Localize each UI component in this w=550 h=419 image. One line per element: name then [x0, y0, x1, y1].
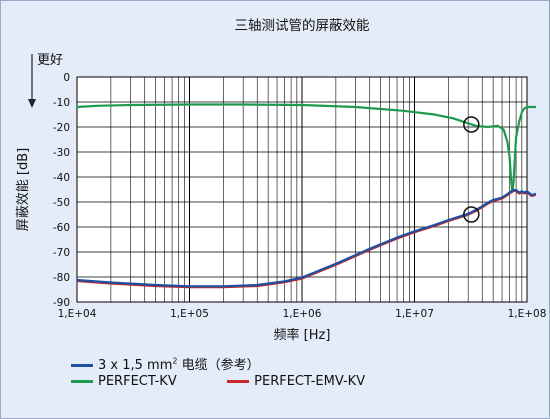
legend-label-perfect-emv-kv: PERFECT-EMV-KV [254, 374, 366, 389]
highlight-circle [463, 206, 480, 223]
series-line-3-x-1-5-mm [76, 188, 537, 288]
plot-border [76, 76, 528, 303]
legend-row-2: PERFECT-KV PERFECT-EMV-KV [71, 374, 365, 389]
x-tick-label: 1,E+04 [58, 308, 97, 320]
y-tick-label: -60 [53, 222, 70, 234]
series-line-perfect-kv [76, 103, 536, 194]
legend-swatch-perfect-kv [71, 380, 93, 383]
better-arrow-head [28, 99, 36, 108]
legend-item-reference-cable: 3 x 1,5 mm2 电缆（参考） [71, 354, 260, 373]
y-tick-label: -70 [53, 247, 70, 259]
better-label: 更好 [37, 53, 63, 68]
y-tick-label: -80 [53, 272, 70, 284]
y-tick-label: -20 [53, 122, 70, 134]
legend-label-reference-sup: 2 [172, 356, 178, 366]
legend-item-perfect-emv-kv: PERFECT-EMV-KV [227, 374, 365, 389]
chart-title: 三轴测试管的屏蔽效能 [235, 18, 370, 34]
y-tick-label: -50 [53, 197, 70, 209]
legend-label-perfect-kv: PERFECT-KV [98, 374, 177, 389]
y-tick-label: -10 [53, 97, 70, 109]
legend-item-perfect-kv: PERFECT-KV [71, 374, 223, 389]
x-tick-label: 1,E+05 [170, 308, 209, 320]
legend-swatch-perfect-emv-kv [227, 380, 250, 383]
legend-row-1: 3 x 1,5 mm2 电缆（参考） [71, 354, 260, 373]
x-axis-label: 频率 [Hz] [274, 327, 331, 343]
y-tick-label: 0 [63, 72, 70, 84]
legend-label-reference-rest: 电缆（参考） [177, 358, 260, 373]
y-axis-label: 屏蔽效能 [dB] [16, 148, 31, 231]
x-tick-label: 1,E+07 [395, 308, 434, 320]
x-tick-label: 1,E+08 [508, 308, 547, 320]
highlight-circle [463, 116, 480, 133]
legend-label-reference-main: 3 x 1,5 mm [98, 358, 173, 373]
legend-swatch-reference-cable [71, 364, 93, 367]
y-tick-label: -40 [53, 172, 70, 184]
y-tick-label: -30 [53, 147, 70, 159]
x-tick-label: 1,E+06 [283, 308, 322, 320]
y-tick-label: -90 [53, 297, 70, 309]
